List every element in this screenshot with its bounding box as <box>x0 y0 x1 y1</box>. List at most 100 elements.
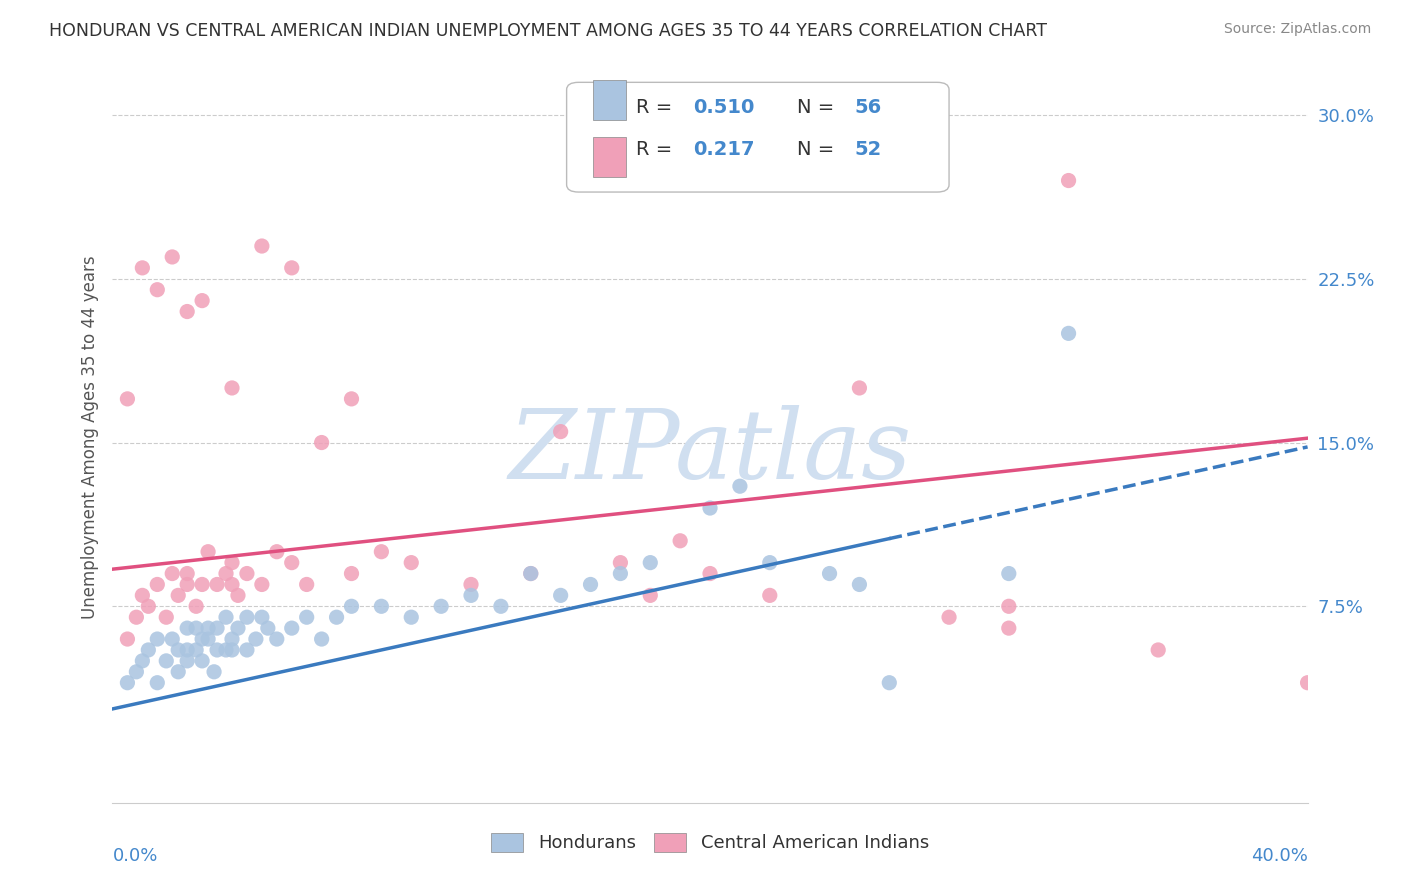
Point <box>167 665 190 679</box>
Point <box>176 654 198 668</box>
Text: R =: R = <box>636 140 679 159</box>
Point <box>998 599 1021 614</box>
Point <box>311 435 333 450</box>
Point <box>818 566 841 581</box>
Point <box>215 643 238 657</box>
Point <box>125 665 148 679</box>
Point <box>640 588 662 602</box>
Point <box>191 632 214 646</box>
Point <box>138 599 160 614</box>
Point <box>226 588 249 602</box>
Point <box>281 621 304 635</box>
Point <box>167 643 190 657</box>
Point <box>205 577 228 591</box>
Point <box>146 283 169 297</box>
Point <box>221 632 243 646</box>
Point <box>1147 643 1170 657</box>
Point <box>205 621 228 635</box>
Point <box>186 599 208 614</box>
Point <box>162 632 183 646</box>
Point <box>430 599 453 614</box>
Point <box>202 665 225 679</box>
Point <box>340 392 363 406</box>
Point <box>728 479 751 493</box>
Point <box>162 250 183 264</box>
Text: Source: ZipAtlas.com: Source: ZipAtlas.com <box>1223 22 1371 37</box>
Point <box>176 304 198 318</box>
Point <box>176 577 198 591</box>
Point <box>117 632 139 646</box>
Point <box>176 643 198 657</box>
Point <box>146 675 169 690</box>
Legend: Hondurans, Central American Indians: Hondurans, Central American Indians <box>484 826 936 860</box>
FancyBboxPatch shape <box>593 80 627 120</box>
Point <box>848 577 870 591</box>
Point <box>117 392 139 406</box>
Point <box>197 632 219 646</box>
Point <box>162 566 183 581</box>
Point <box>186 643 208 657</box>
Point <box>257 621 280 635</box>
Point <box>489 599 512 614</box>
Point <box>281 260 304 275</box>
Point <box>186 621 208 635</box>
Point <box>340 599 363 614</box>
Point <box>131 260 153 275</box>
Point <box>176 621 198 635</box>
Point <box>117 675 139 690</box>
Text: HONDURAN VS CENTRAL AMERICAN INDIAN UNEMPLOYMENT AMONG AGES 35 TO 44 YEARS CORRE: HONDURAN VS CENTRAL AMERICAN INDIAN UNEM… <box>49 22 1047 40</box>
Point <box>370 599 392 614</box>
Point <box>236 643 259 657</box>
Point <box>146 632 169 646</box>
Point <box>1057 173 1080 187</box>
Point <box>879 675 901 690</box>
Point <box>401 610 423 624</box>
Point <box>191 577 214 591</box>
Point <box>266 545 288 559</box>
Text: ZIPatlas: ZIPatlas <box>509 405 911 499</box>
Text: N =: N = <box>797 140 841 159</box>
Point <box>520 566 543 581</box>
Point <box>215 610 238 624</box>
Point <box>295 577 318 591</box>
Point <box>155 610 177 624</box>
Y-axis label: Unemployment Among Ages 35 to 44 years: Unemployment Among Ages 35 to 44 years <box>80 255 98 619</box>
Point <box>125 610 148 624</box>
Point <box>221 577 243 591</box>
Point <box>176 566 198 581</box>
Text: 56: 56 <box>855 98 882 118</box>
Point <box>998 621 1021 635</box>
Point <box>191 654 214 668</box>
Point <box>197 545 219 559</box>
Point <box>131 654 153 668</box>
Text: N =: N = <box>797 98 841 118</box>
Point <box>759 588 782 602</box>
Point <box>460 577 482 591</box>
Point <box>215 566 238 581</box>
Point <box>146 577 169 591</box>
Point <box>848 381 870 395</box>
Point <box>1057 326 1080 341</box>
Text: R =: R = <box>636 98 679 118</box>
Text: 40.0%: 40.0% <box>1251 847 1308 864</box>
Point <box>167 588 190 602</box>
Point <box>1296 675 1319 690</box>
Point <box>250 577 273 591</box>
Point <box>226 621 249 635</box>
Text: 0.217: 0.217 <box>693 140 755 159</box>
Text: 0.510: 0.510 <box>693 98 755 118</box>
Text: 52: 52 <box>855 140 882 159</box>
Point <box>699 566 721 581</box>
Point <box>221 381 243 395</box>
Point <box>759 556 782 570</box>
Point <box>236 566 259 581</box>
Point <box>250 239 273 253</box>
Point <box>138 643 160 657</box>
Point <box>221 643 243 657</box>
Point <box>340 566 363 581</box>
Point <box>250 610 273 624</box>
Text: 0.0%: 0.0% <box>112 847 157 864</box>
FancyBboxPatch shape <box>567 82 949 192</box>
Point <box>550 425 572 439</box>
Point <box>221 556 243 570</box>
